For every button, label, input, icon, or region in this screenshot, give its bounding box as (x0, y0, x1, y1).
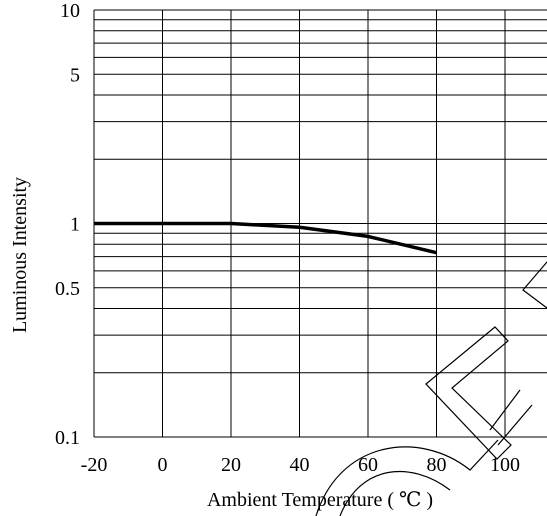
x-tick-label: 40 (290, 454, 310, 476)
x-tick-label: 80 (427, 454, 447, 476)
watermark-logo (315, 261, 547, 516)
y-tick-labels: 0.1 0.5 1 5 10 (55, 0, 80, 449)
x-tick-label: -20 (81, 454, 108, 476)
y-tick-label: 0.5 (55, 278, 80, 300)
y-tick-label: 1 (70, 214, 80, 236)
series-group (94, 221, 437, 255)
x-tick-label: 20 (221, 454, 241, 476)
watermark-chevron-large (425, 326, 512, 460)
watermark-corner-lines (489, 389, 533, 446)
series-line (94, 221, 437, 255)
x-tick-label: 0 (158, 454, 168, 476)
y-axis-title: Luminous Intensity (9, 177, 31, 333)
watermark-arc-inner (339, 470, 451, 516)
watermark-arc-outer (315, 439, 499, 516)
y-tick-label: 5 (70, 64, 80, 86)
x-axis-title: Ambient Temperature ( ℃ ) (207, 489, 433, 511)
x-tick-label: 60 (358, 454, 378, 476)
watermark-chevron-small (522, 261, 547, 309)
y-tick-label: 10 (60, 0, 80, 22)
y-tick-label: 0.1 (55, 427, 80, 449)
x-tick-labels: -20 0 20 40 60 80 100 (81, 454, 520, 476)
x-tick-label: 100 (490, 454, 520, 476)
grid-lines (93, 9, 547, 438)
